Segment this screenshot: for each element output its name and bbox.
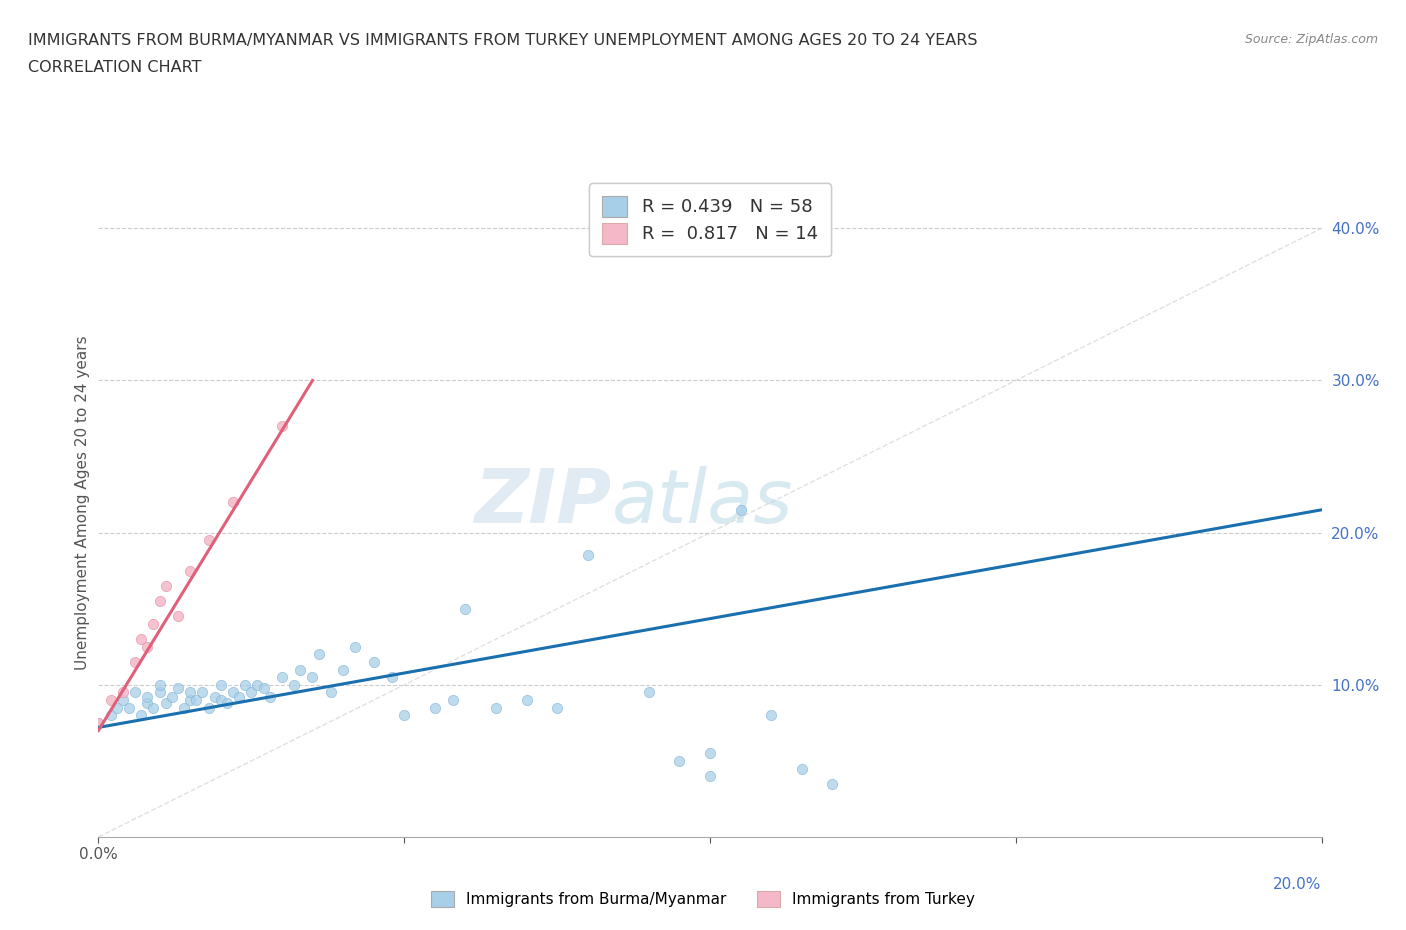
Point: [699, 746, 721, 761]
Point: [105, 700, 128, 715]
Point: [259, 689, 281, 704]
Point: [136, 689, 159, 704]
Point: [516, 693, 538, 708]
Text: Source: ZipAtlas.com: Source: ZipAtlas.com: [1244, 33, 1378, 46]
Point: [637, 685, 661, 700]
Point: [100, 708, 122, 723]
Point: [240, 685, 263, 700]
Point: [576, 548, 599, 563]
Point: [167, 681, 190, 696]
Point: [149, 593, 172, 608]
Point: [228, 689, 250, 704]
Point: [191, 685, 214, 700]
Point: [363, 655, 385, 670]
Point: [179, 685, 201, 700]
Point: [308, 647, 330, 662]
Point: [136, 639, 159, 654]
Point: [668, 753, 690, 768]
Point: [160, 689, 183, 704]
Point: [283, 677, 305, 692]
Point: [454, 602, 477, 617]
Point: [215, 696, 238, 711]
Point: [790, 761, 813, 776]
Point: [100, 693, 122, 708]
Point: [87, 715, 110, 730]
Text: IMMIGRANTS FROM BURMA/MYANMAR VS IMMIGRANTS FROM TURKEY UNEMPLOYMENT AMONG AGES : IMMIGRANTS FROM BURMA/MYANMAR VS IMMIGRA…: [28, 33, 977, 47]
Point: [332, 662, 354, 677]
Point: [142, 700, 165, 715]
Point: [730, 502, 752, 517]
Point: [129, 631, 152, 646]
Text: ZIP: ZIP: [475, 466, 612, 538]
Point: [167, 609, 190, 624]
Point: [87, 715, 110, 730]
Point: [759, 708, 782, 723]
Point: [392, 708, 416, 723]
Point: [441, 693, 464, 708]
Point: [197, 700, 219, 715]
Text: atlas: atlas: [612, 466, 793, 538]
Point: [270, 418, 292, 433]
Point: [290, 662, 312, 677]
Point: [124, 655, 146, 670]
Point: [233, 677, 256, 692]
Point: [186, 693, 208, 708]
Point: [136, 696, 159, 711]
Point: [301, 670, 323, 684]
Point: [485, 700, 508, 715]
Point: [252, 681, 274, 696]
Point: [270, 670, 292, 684]
Point: [124, 685, 146, 700]
Point: [319, 685, 342, 700]
Point: [179, 693, 201, 708]
Point: [546, 700, 568, 715]
Point: [423, 700, 446, 715]
Point: [344, 639, 367, 654]
Point: [155, 578, 177, 593]
Text: CORRELATION CHART: CORRELATION CHART: [28, 60, 201, 75]
Y-axis label: Unemployment Among Ages 20 to 24 years: Unemployment Among Ages 20 to 24 years: [75, 335, 90, 670]
Point: [149, 685, 172, 700]
Point: [222, 495, 245, 510]
Point: [155, 696, 177, 711]
Point: [381, 670, 404, 684]
Point: [129, 708, 152, 723]
Point: [173, 700, 195, 715]
Point: [209, 693, 232, 708]
Point: [149, 677, 172, 692]
Point: [111, 685, 134, 700]
Legend: R = 0.439   N = 58, R =  0.817   N = 14: R = 0.439 N = 58, R = 0.817 N = 14: [589, 183, 831, 257]
Point: [821, 777, 844, 791]
Point: [204, 689, 226, 704]
Point: [111, 693, 134, 708]
Point: [699, 769, 721, 784]
Point: [118, 700, 141, 715]
Point: [179, 564, 201, 578]
Text: 20.0%: 20.0%: [1274, 877, 1322, 892]
Legend: Immigrants from Burma/Myanmar, Immigrants from Turkey: Immigrants from Burma/Myanmar, Immigrant…: [425, 884, 981, 913]
Point: [246, 677, 269, 692]
Point: [222, 685, 245, 700]
Point: [209, 677, 232, 692]
Point: [142, 617, 165, 631]
Point: [197, 533, 219, 548]
